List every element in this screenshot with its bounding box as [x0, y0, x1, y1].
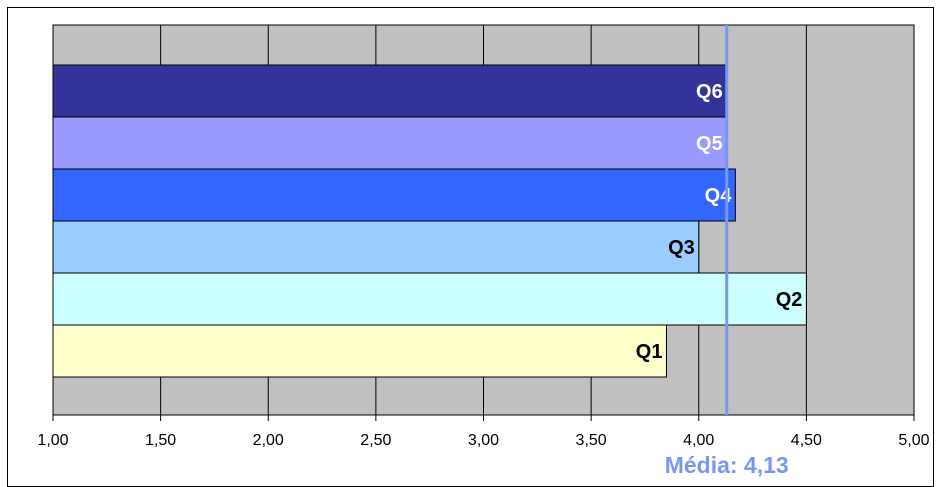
x-tick-label: 4,50	[791, 432, 822, 449]
bars	[52, 64, 807, 378]
x-tick-label: 3,50	[576, 432, 607, 449]
x-tick-label: 1,50	[145, 432, 176, 449]
bar-label-q6: Q6	[696, 81, 723, 103]
x-tick-label: 1,00	[37, 432, 68, 449]
bar-q6	[52, 64, 728, 118]
bar-q4	[52, 168, 736, 222]
x-axis: 1,00 1,50 2,00 2,50 3,00 3,50 4,00 4,50 5,00	[37, 414, 930, 449]
x-tick-label: 5,00	[898, 432, 929, 449]
bar-q1	[52, 324, 667, 378]
bar-q5	[52, 116, 728, 170]
x-tick-label: 2,00	[253, 432, 284, 449]
x-tick-label: 4,00	[683, 432, 714, 449]
bar-label-q3: Q3	[668, 237, 695, 259]
mean-label: Média: 4,13	[665, 452, 789, 478]
bar-q3	[52, 220, 700, 274]
x-tick-label: 3,00	[468, 432, 499, 449]
bar-label-q2: Q2	[776, 289, 803, 311]
x-tick-label: 2,50	[360, 432, 391, 449]
bar-q2	[52, 272, 807, 326]
bar-label-q1: Q1	[636, 341, 663, 363]
bar-label-q5: Q5	[696, 133, 723, 155]
